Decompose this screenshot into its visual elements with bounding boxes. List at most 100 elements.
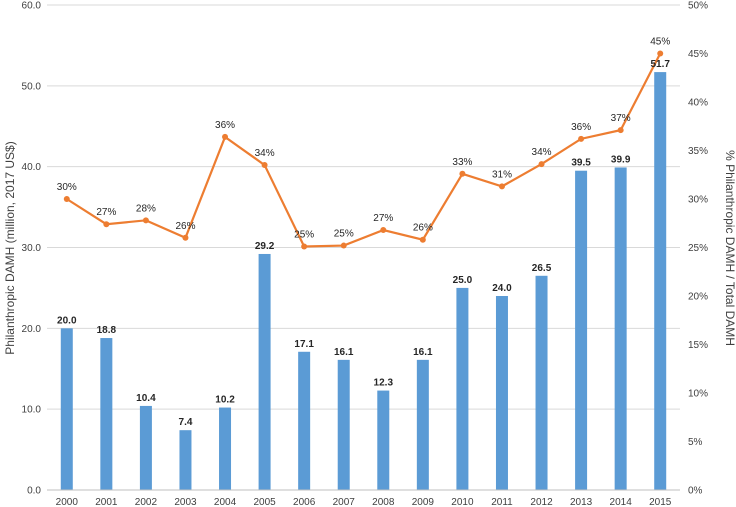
bar: [179, 430, 192, 490]
line-value-label: 25%: [294, 230, 314, 241]
line-point: [498, 183, 505, 190]
bar-value-label: 17.1: [294, 339, 314, 350]
axes: 0.0 10.0 20.0 30.0 40.0 50.0 60.0 0% 5% 10% 15% 20%…: [22, 1, 709, 507]
y-tick-label: 40.0: [22, 162, 42, 173]
x-tick-label: 2004: [214, 497, 237, 507]
y2-tick-label: 25%: [688, 243, 708, 254]
bar: [377, 390, 390, 490]
bar-value-label: 29.2: [255, 241, 275, 252]
line-point: [380, 227, 387, 234]
series-line: [66, 52, 662, 248]
x-tick-label: 2005: [253, 497, 276, 507]
bar-value-label: 26.5: [532, 263, 552, 274]
x-tick-label: 2001: [95, 497, 118, 507]
bar: [614, 167, 627, 490]
y2-tick-label: 30%: [688, 195, 708, 206]
line-point: [261, 162, 268, 169]
line-point: [63, 196, 70, 202]
bar-value-label: 10.2: [215, 395, 235, 406]
y-tick-label: 50.0: [22, 81, 42, 92]
data-labels: 20.0 18.8 10.4 7.4 10.2 29.2 17.1 16.1 12.3 16.1 2…: [57, 37, 671, 429]
y2-tick-label: 40%: [688, 98, 708, 109]
bar-value-label: 24.0: [492, 283, 512, 294]
bar: [495, 296, 508, 490]
line-point: [142, 217, 149, 224]
bar-value-label: 20.0: [57, 315, 77, 326]
y-tick-label: 0.0: [27, 486, 41, 497]
bar-value-label: 16.1: [413, 347, 433, 358]
line-value-label: 34%: [255, 148, 275, 159]
line-point: [222, 133, 229, 140]
y-tick-label: 60.0: [22, 1, 42, 12]
line-value-label: 28%: [136, 203, 156, 214]
bar-value-label: 12.3: [374, 378, 394, 389]
line-point: [340, 242, 347, 249]
y2-tick-label: 10%: [688, 389, 708, 400]
y2-tick-label: 50%: [688, 1, 708, 12]
y2-tick-label: 35%: [688, 146, 708, 157]
line-value-label: 45%: [650, 37, 670, 48]
y2-tick-label: 15%: [688, 340, 708, 351]
x-tick-label: 2014: [610, 497, 633, 507]
bar-value-label: 39.9: [611, 154, 631, 165]
line-series: [63, 50, 664, 250]
bar: [575, 170, 588, 491]
line-point: [578, 135, 585, 142]
bar-value-label: 7.4: [179, 417, 193, 428]
bar: [258, 253, 271, 490]
line-point: [657, 50, 664, 57]
y-axis-title: Philanthropic DAMH (million, 2017 US$): [3, 141, 17, 354]
gridlines: [47, 4, 680, 491]
line-point: [103, 221, 110, 228]
line-value-label: 31%: [492, 169, 512, 180]
y2-tick-label: 0%: [688, 486, 703, 497]
line-value-label: 34%: [532, 147, 552, 158]
x-tick-label: 2006: [293, 497, 316, 507]
bar-value-label: 51.7: [650, 59, 670, 70]
y2-tick-label: 5%: [688, 437, 703, 448]
bar: [219, 407, 232, 490]
x-tick-label: 2012: [530, 497, 553, 507]
y2-tick-label: 20%: [688, 292, 708, 303]
bar: [535, 275, 548, 490]
line-point: [459, 170, 466, 177]
line-value-label: 36%: [571, 122, 591, 133]
x-tick-label: 2015: [649, 497, 672, 507]
bar-value-label: 25.0: [453, 275, 473, 286]
line-value-label: 27%: [373, 213, 393, 224]
line-point: [538, 161, 545, 168]
y-tick-label: 30.0: [22, 243, 42, 254]
y-tick-label: 10.0: [22, 405, 42, 416]
line-value-label: 25%: [334, 229, 354, 240]
x-tick-label: 2010: [451, 497, 474, 507]
line-value-label: 26%: [175, 221, 195, 232]
bar: [416, 359, 429, 490]
x-tick-label: 2002: [135, 497, 158, 507]
bar: [298, 351, 311, 490]
x-tick-label: 2000: [56, 497, 79, 507]
x-tick-label: 2007: [333, 497, 356, 507]
line-point: [182, 234, 189, 241]
line-value-label: 26%: [413, 223, 433, 234]
line-value-label: 37%: [611, 113, 631, 124]
y-tick-label: 20.0: [22, 324, 42, 335]
line-value-label: 27%: [96, 207, 116, 218]
line-point: [301, 243, 308, 250]
bar-value-label: 10.4: [136, 393, 156, 404]
x-tick-label: 2013: [570, 497, 593, 507]
x-tick-label: 2011: [491, 497, 513, 507]
line-point: [617, 127, 624, 134]
x-tick-label: 2008: [372, 497, 395, 507]
y2-axis-title: % Philanthropic DAMH / Total DAMH: [723, 150, 736, 346]
bar-value-label: 18.8: [97, 325, 117, 336]
bar: [60, 328, 73, 490]
bar-value-label: 16.1: [334, 347, 354, 358]
x-tick-label: 2009: [412, 497, 435, 507]
bar: [100, 338, 113, 490]
bar-value-label: 39.5: [571, 158, 591, 169]
line-value-label: 33%: [452, 157, 472, 168]
bar: [337, 359, 350, 490]
bar: [139, 405, 152, 490]
bar-series: [60, 72, 667, 491]
